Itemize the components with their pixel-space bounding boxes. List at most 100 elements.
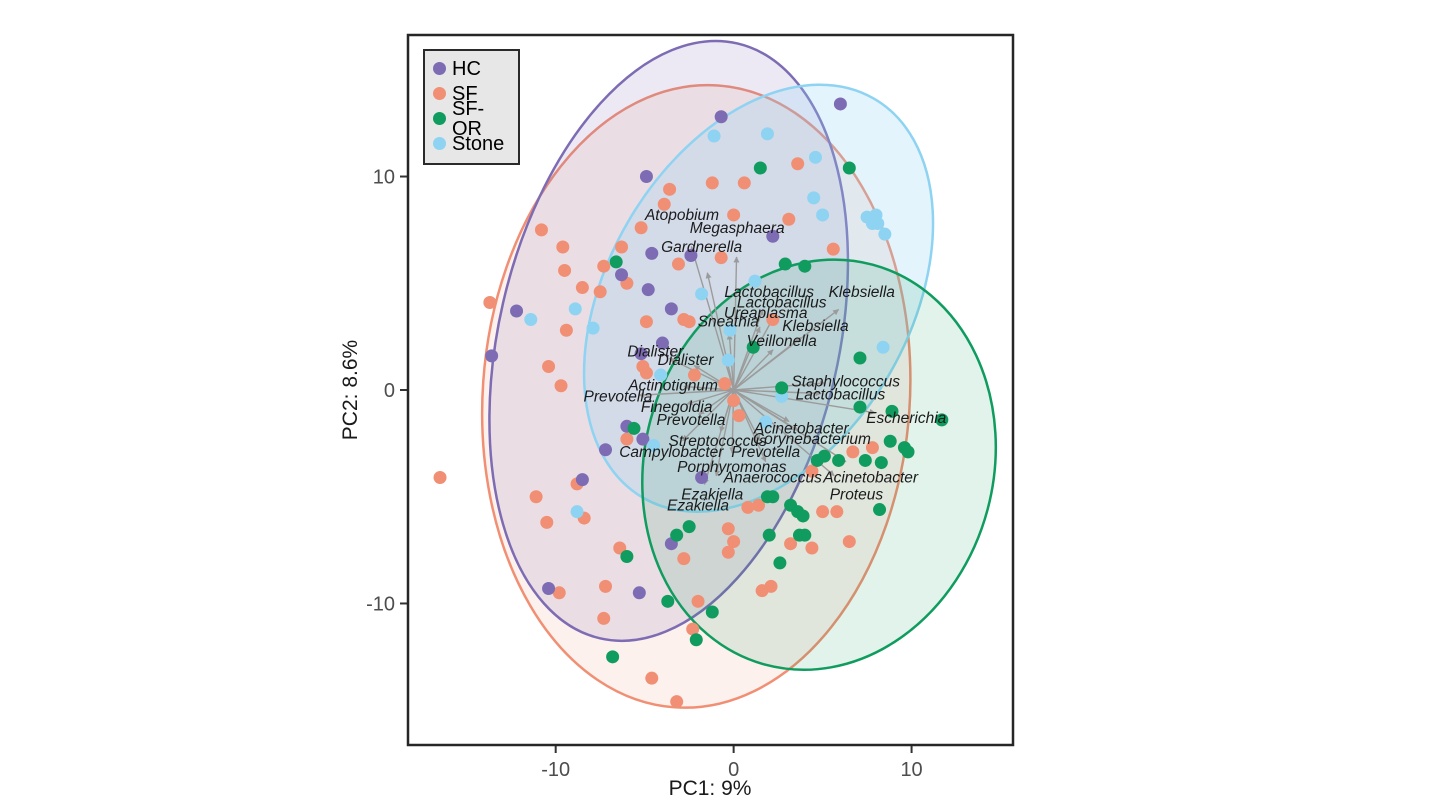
loading-arrow (733, 389, 876, 415)
data-point-stone (654, 368, 668, 382)
loading-arrow (733, 336, 802, 391)
data-point-sf-or (627, 421, 641, 435)
taxa-label: Lactobacillus (796, 386, 886, 403)
data-point-sf-or (620, 550, 634, 564)
data-point-sf (663, 182, 677, 196)
data-point-stone (759, 415, 773, 429)
data-point-sf-or (766, 490, 780, 504)
data-point-sf-or (817, 449, 831, 463)
data-point-hc (695, 471, 709, 485)
taxa-label: Staphylococcus (791, 373, 900, 390)
data-point-sf (657, 197, 671, 211)
data-point-sf (615, 240, 629, 254)
data-point-sf (826, 242, 840, 256)
taxa-label: Atopobium (644, 207, 719, 224)
data-point-stone (570, 505, 584, 519)
data-point-sf-or (874, 456, 888, 470)
legend-dot-stone (433, 137, 446, 150)
taxa-label: Klebsiella (829, 284, 896, 301)
x-axis-ticks: -10 0 10 (541, 745, 923, 781)
data-point-stone (878, 227, 892, 241)
data-point-hc (639, 170, 653, 184)
taxa-label: Dialister (658, 352, 715, 369)
data-point-sf (671, 257, 685, 271)
taxa-label: Dialister (627, 344, 684, 361)
taxa-label: Ureaplasma (724, 305, 808, 322)
y-tick-label: 10 (373, 167, 395, 189)
data-point-sf-or (858, 453, 872, 467)
data-point-hc (655, 336, 669, 350)
taxa-label: Prevotella (656, 412, 725, 429)
data-point-sf-or (661, 594, 675, 608)
loading-arrow (698, 389, 735, 416)
data-point-sf-or (773, 556, 787, 570)
data-point-hc (599, 443, 613, 457)
data-point-sf (805, 541, 819, 555)
data-point-sf (865, 441, 879, 455)
taxa-label: Actinotignum (627, 378, 718, 395)
data-point-stone (871, 216, 885, 230)
data-point-sf (552, 586, 566, 600)
data-point-sf (556, 240, 570, 254)
data-point-sf-or (670, 528, 684, 542)
data-point-sf (764, 579, 778, 593)
data-point-sf-or (746, 340, 760, 354)
data-point-sf (597, 611, 611, 625)
data-point-sf-or (832, 453, 846, 467)
data-point-sf-or (796, 509, 810, 523)
data-point-sf (682, 315, 696, 329)
data-point-sf (686, 622, 700, 636)
data-point-sf-or (606, 650, 620, 664)
data-point-hc (575, 473, 589, 487)
data-point-sf (732, 409, 746, 423)
data-point-hc (615, 268, 629, 282)
data-point-stone (807, 191, 821, 205)
data-point-sf (677, 552, 691, 566)
data-point-sf (575, 281, 589, 295)
data-point-sf (542, 360, 556, 374)
data-point-stone (695, 287, 709, 301)
taxa-label: Corynebacterium (753, 431, 871, 448)
data-point-hc (833, 97, 847, 111)
data-point-sf (634, 221, 648, 235)
x-axis-title: PC1: 9% (669, 777, 752, 800)
data-point-stone (723, 323, 737, 337)
data-point-hc (634, 347, 648, 361)
data-point-sf (483, 295, 497, 309)
taxa-label: Acinetobacter (753, 420, 850, 437)
data-point-stone (748, 274, 762, 288)
loading-arrow (732, 326, 761, 391)
data-point-hc (664, 302, 678, 316)
data-point-sf (727, 535, 741, 549)
data-point-sf (727, 394, 741, 408)
data-point-sf-or (762, 528, 776, 542)
legend-item-sf-or: SF-OR (433, 99, 510, 139)
taxa-label: Anaerococcus (723, 470, 822, 487)
loading-arrow (703, 389, 735, 486)
legend-label: SF-OR (452, 97, 485, 140)
data-point-sf (846, 445, 860, 459)
data-point-sf-or (705, 605, 719, 619)
taxa-label: Prevotella (584, 388, 653, 405)
data-point-stone (721, 353, 735, 367)
data-point-sf-or (842, 161, 856, 175)
data-point-sf-or (935, 413, 949, 427)
data-point-sf-or (798, 259, 812, 273)
y-tick-label: 0 (384, 380, 395, 402)
taxa-label: Klebsiella (782, 318, 849, 335)
data-point-sf (752, 498, 766, 512)
taxa-label: Ezakiella (681, 487, 743, 504)
loading-arrow (733, 317, 774, 391)
data-point-sf (721, 522, 735, 536)
loading-arrow (733, 389, 847, 463)
data-point-stone (876, 340, 890, 354)
data-point-sf (433, 471, 447, 485)
data-point-sf (613, 541, 627, 555)
data-point-stone (808, 150, 822, 164)
data-point-hc (542, 582, 556, 596)
taxa-label: Lactobacillus (737, 294, 827, 311)
loading-arrow (732, 256, 740, 391)
legend-dot-sf (433, 87, 446, 100)
